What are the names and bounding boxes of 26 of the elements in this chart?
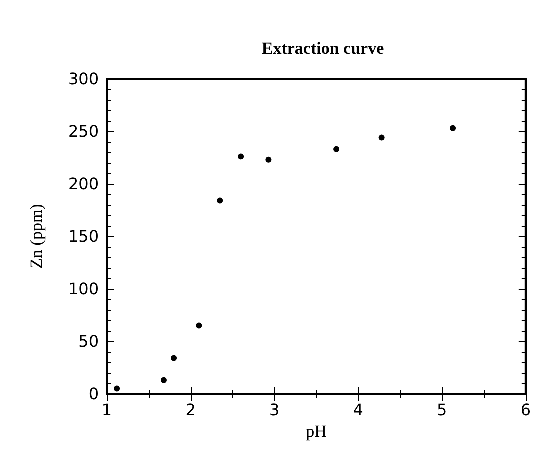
point: [378, 134, 385, 141]
x-tick-label: 4: [353, 400, 364, 420]
point: [171, 355, 178, 362]
y-tick-label: 200: [68, 174, 99, 194]
y-tick-label: 300: [68, 70, 99, 88]
chart-title: Extraction curve: [262, 39, 385, 58]
y-tick-label: 100: [68, 280, 99, 298]
point: [334, 146, 340, 152]
y-tick-label: 0: [88, 384, 99, 404]
y-tick-label: 150: [68, 227, 99, 246]
x-axis-title: pH: [306, 422, 327, 441]
y-tick-label: 50: [78, 332, 99, 351]
x-tick-label: 2: [186, 400, 196, 420]
point: [196, 322, 202, 329]
y-tick-label: 250: [68, 122, 99, 141]
x-tick-label: 5: [437, 400, 448, 420]
x-tick-label: 3: [269, 400, 280, 420]
x-tick-label: 6: [520, 400, 532, 420]
x-tick-label: 1: [102, 400, 112, 420]
y-axis-title: Zn (ppm): [27, 204, 46, 269]
point: [450, 125, 456, 132]
point: [266, 156, 272, 163]
point: [114, 386, 120, 392]
point: [160, 377, 167, 384]
point: [238, 154, 244, 160]
point: [217, 198, 224, 204]
